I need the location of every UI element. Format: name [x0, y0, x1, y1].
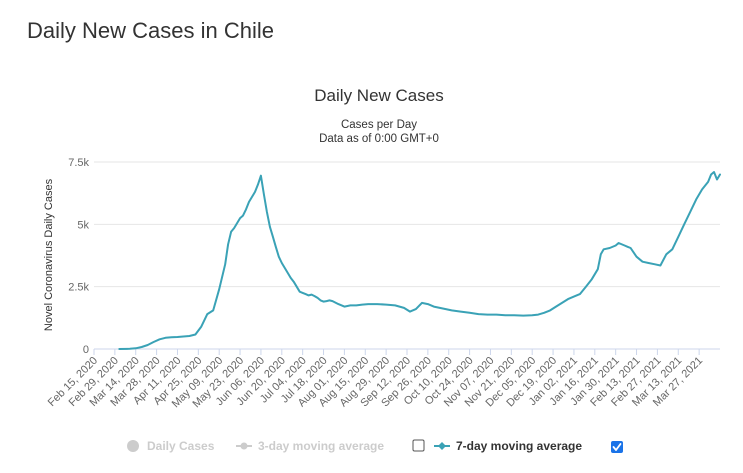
- chart-subtitle-line-1: Cases per Day: [341, 119, 417, 131]
- diamond-marker-icon: [438, 442, 446, 450]
- legend-label: Daily Cases: [147, 439, 215, 453]
- chart-subtitle-line-2: Data as of 0:00 GMT+0: [319, 133, 439, 145]
- y-tick-label: 7.5k: [68, 157, 89, 169]
- y-axis-label: Novel Coronavirus Daily Cases: [43, 178, 55, 331]
- check-icon: [612, 443, 622, 451]
- legend-item-3day[interactable]: 3-day moving average: [236, 439, 425, 453]
- legend-item-daily-cases[interactable]: Daily Cases: [127, 439, 215, 453]
- legend-checkbox-3day[interactable]: [412, 439, 425, 452]
- series-line-7day[interactable]: [118, 171, 721, 350]
- y-tick-label: 5k: [77, 219, 89, 231]
- page-title: Daily New Cases in Chile: [27, 18, 274, 43]
- legend-label: 3-day moving average: [258, 439, 384, 453]
- chart-title: Daily New Cases: [314, 86, 443, 105]
- legend-item-7day[interactable]: 7-day moving average: [434, 439, 623, 453]
- y-tick-label: 0: [83, 344, 89, 356]
- y-tick-label: 2.5k: [68, 282, 89, 294]
- legend-label: 7-day moving average: [456, 439, 582, 453]
- legend-marker-icon: [127, 440, 139, 452]
- legend-marker-icon: [240, 442, 248, 450]
